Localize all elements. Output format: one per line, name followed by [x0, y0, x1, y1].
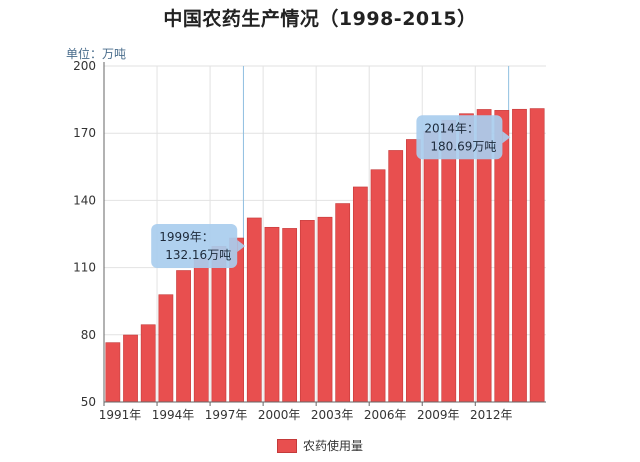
bar [370, 169, 386, 403]
bar [193, 258, 209, 403]
y-tick-label: 140 [73, 193, 96, 207]
tooltip-box [416, 115, 503, 160]
bar [211, 246, 227, 403]
bar [123, 334, 138, 403]
chart-title: 中国农药生产情况（1998-2015） [163, 8, 477, 30]
tooltip-pointer [502, 131, 511, 144]
bar [529, 108, 545, 403]
unit-label: 单位：万吨 [66, 47, 127, 61]
legend-swatch [276, 438, 297, 453]
tooltip-line1: 2014年： [424, 121, 479, 135]
y-tick-label: 110 [73, 261, 96, 275]
x-tick-label: 1994年 [152, 408, 195, 422]
bar [512, 108, 527, 403]
tooltip-pointer [237, 239, 246, 252]
y-tick-label: 50 [81, 395, 96, 409]
tooltip-line2: 132.16万吨 [165, 248, 231, 262]
bar [264, 226, 280, 403]
x-tick-label: 2012年 [470, 408, 513, 422]
tooltip-line2: 180.69万吨 [430, 139, 496, 153]
legend[interactable]: 农药使用量 [0, 437, 640, 454]
tooltip-line1: 1999年： [159, 230, 214, 244]
legend-label: 农药使用量 [302, 439, 363, 453]
bar [388, 150, 404, 403]
x-tick-label: 2000年 [258, 408, 301, 422]
y-tick-label: 200 [73, 59, 96, 73]
bar [299, 220, 315, 403]
bar [176, 270, 191, 403]
bar [105, 342, 121, 403]
x-tick-label: 2003年 [311, 408, 354, 422]
y-tick-label: 80 [81, 328, 96, 342]
x-tick-label: 2006年 [364, 408, 407, 422]
bar [335, 203, 351, 403]
x-tick-label: 2009年 [417, 408, 460, 422]
bar [423, 130, 439, 403]
bar [406, 139, 421, 403]
y-tick-label: 170 [73, 126, 96, 140]
tooltip-box [151, 223, 238, 268]
bar [246, 217, 262, 403]
x-tick-label: 1991年 [99, 408, 142, 422]
x-tick-label: 1997年 [205, 408, 248, 422]
bar [140, 324, 156, 403]
bar [158, 294, 174, 403]
bar [317, 216, 333, 403]
bar [441, 119, 457, 403]
bar [352, 186, 368, 403]
bar [282, 228, 298, 403]
